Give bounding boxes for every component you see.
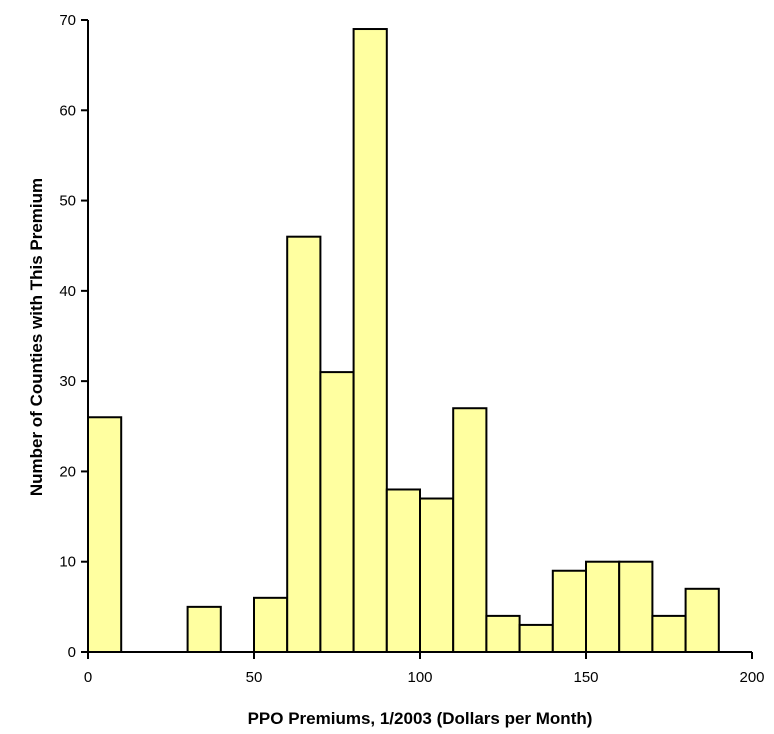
y-tick-label: 50: [59, 193, 76, 210]
bar-80-90: [352, 28, 388, 654]
x-tick-label: 150: [573, 669, 598, 686]
bar-90-100: [385, 488, 421, 653]
bar-140-150: [551, 569, 587, 653]
bar-150-160: [585, 560, 621, 654]
y-axis-title: Number of Counties with This Premium: [27, 178, 46, 496]
bar-180-190: [684, 587, 720, 653]
bar-100-110: [419, 497, 455, 653]
y-tick-label: 0: [68, 644, 76, 661]
bar-60-70: [286, 235, 322, 654]
y-tick-label: 30: [59, 373, 76, 390]
bar-50-60: [253, 596, 289, 653]
bar-0-10: [87, 416, 123, 653]
x-tick-label: 100: [407, 669, 432, 686]
bars-group: [87, 28, 720, 654]
y-tick-label: 70: [59, 12, 76, 29]
y-tick-label: 10: [59, 554, 76, 571]
bar-120-130: [485, 614, 521, 654]
y-tick-label: 20: [59, 463, 76, 480]
bar-110-120: [452, 407, 488, 653]
y-tick-label: 40: [59, 283, 76, 300]
ticks-group: 0 10 20 30 40 50 60 70 0 50 100 150 200: [59, 12, 764, 686]
x-tick-label: 200: [739, 669, 764, 686]
bar-30-40: [186, 605, 222, 653]
bar-70-80: [319, 371, 355, 653]
bar-170-180: [651, 614, 687, 654]
x-tick-label: 0: [84, 669, 92, 686]
x-axis-title: PPO Premiums, 1/2003 (Dollars per Month): [248, 709, 593, 728]
bar-160-170: [618, 560, 654, 654]
y-tick-label: 60: [59, 102, 76, 119]
x-tick-label: 50: [246, 669, 263, 686]
bar-130-140: [518, 623, 554, 654]
